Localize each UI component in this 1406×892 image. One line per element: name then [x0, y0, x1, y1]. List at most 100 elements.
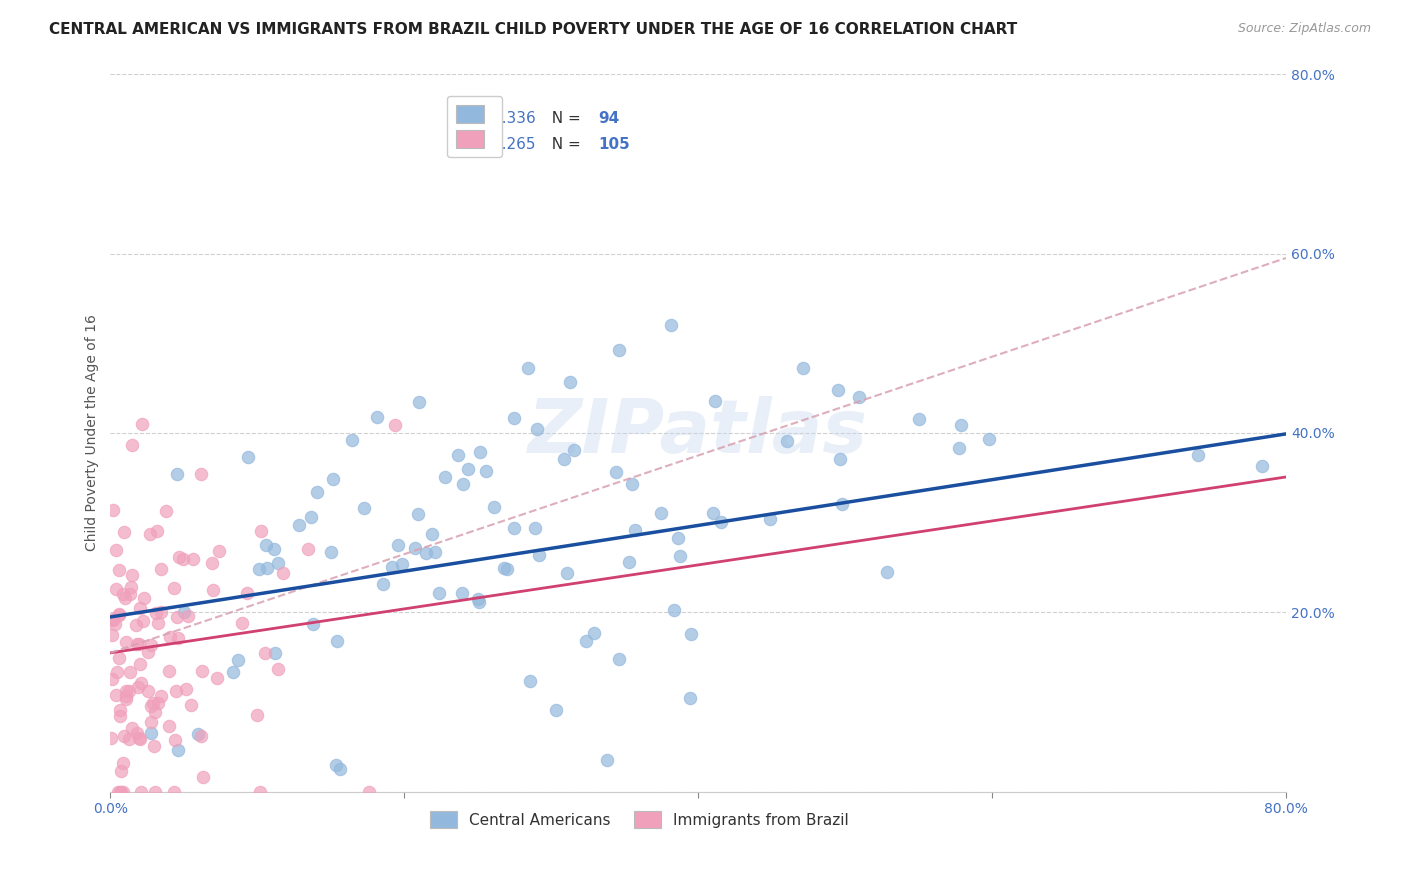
Point	[208, 543, 231, 558]
Point	[121, 438, 143, 452]
Point	[118, 684, 141, 698]
Point	[105, 542, 128, 557]
Point	[104, 582, 127, 596]
Point	[679, 691, 702, 706]
Point	[141, 638, 163, 652]
Point	[319, 545, 342, 559]
Text: 0.265: 0.265	[492, 137, 536, 153]
Point	[776, 434, 799, 449]
Text: R =: R =	[457, 137, 491, 153]
Text: R =: R =	[457, 111, 491, 126]
Point	[387, 538, 409, 552]
Point	[907, 412, 929, 426]
Point	[141, 699, 163, 714]
Point	[254, 538, 277, 552]
Point	[246, 708, 269, 723]
Point	[621, 477, 644, 491]
Point	[502, 411, 524, 425]
Point	[792, 361, 814, 376]
Point	[288, 517, 311, 532]
Point	[157, 664, 180, 678]
Point	[139, 715, 162, 730]
Point	[167, 631, 190, 645]
Point	[146, 696, 169, 710]
Text: CENTRAL AMERICAN VS IMMIGRANTS FROM BRAZIL CHILD POVERTY UNDER THE AGE OF 16 COR: CENTRAL AMERICAN VS IMMIGRANTS FROM BRAZ…	[49, 22, 1018, 37]
Point	[125, 726, 148, 740]
Text: N =: N =	[541, 111, 591, 126]
Point	[423, 544, 446, 558]
Point	[427, 586, 450, 600]
Point	[267, 662, 290, 676]
Point	[181, 551, 204, 566]
Point	[236, 586, 259, 600]
Point	[297, 542, 319, 557]
Point	[301, 617, 323, 632]
Point	[108, 563, 131, 577]
Point	[307, 485, 329, 500]
Point	[115, 689, 138, 703]
Point	[948, 442, 970, 456]
Point	[149, 605, 172, 619]
Point	[115, 691, 138, 706]
Point	[977, 432, 1000, 446]
Text: 105: 105	[599, 137, 630, 153]
Point	[166, 467, 188, 482]
Point	[609, 652, 631, 666]
Point	[468, 444, 491, 458]
Point	[391, 557, 413, 571]
Point	[105, 665, 128, 679]
Point	[167, 549, 190, 564]
Point	[553, 452, 575, 467]
Point	[166, 610, 188, 624]
Point	[404, 541, 426, 555]
Point	[949, 417, 972, 432]
Point	[373, 577, 395, 591]
Point	[517, 361, 540, 376]
Point	[101, 503, 124, 517]
Point	[163, 732, 186, 747]
Point	[263, 541, 285, 556]
Point	[173, 605, 195, 619]
Point	[110, 764, 132, 778]
Point	[231, 616, 253, 631]
Point	[115, 683, 138, 698]
Point	[112, 587, 135, 601]
Point	[325, 757, 347, 772]
Point	[266, 556, 288, 570]
Point	[108, 703, 131, 717]
Point	[669, 549, 692, 563]
Point	[163, 785, 186, 799]
Point	[127, 680, 149, 694]
Point	[340, 433, 363, 447]
Point	[384, 417, 406, 432]
Point	[101, 612, 124, 626]
Legend: Central Americans, Immigrants from Brazil: Central Americans, Immigrants from Brazi…	[423, 805, 855, 835]
Point	[108, 607, 131, 622]
Point	[114, 591, 136, 606]
Point	[143, 785, 166, 799]
Point	[132, 591, 155, 606]
Point	[190, 467, 212, 481]
Point	[114, 635, 136, 649]
Point	[381, 560, 404, 574]
Point	[681, 627, 703, 641]
Point	[467, 591, 489, 606]
Point	[112, 525, 135, 540]
Point	[129, 676, 152, 690]
Point	[120, 580, 142, 594]
Text: ZIPatlas: ZIPatlas	[529, 396, 869, 469]
Point	[759, 512, 782, 526]
Point	[1250, 458, 1272, 473]
Point	[125, 637, 148, 651]
Point	[876, 565, 898, 579]
Point	[446, 448, 468, 462]
Point	[143, 739, 166, 753]
Point	[165, 684, 187, 698]
Point	[434, 469, 457, 483]
Point	[180, 698, 202, 712]
Point	[254, 646, 277, 660]
Point	[172, 552, 194, 566]
Text: Source: ZipAtlas.com: Source: ZipAtlas.com	[1237, 22, 1371, 36]
Point	[247, 562, 270, 576]
Point	[187, 726, 209, 740]
